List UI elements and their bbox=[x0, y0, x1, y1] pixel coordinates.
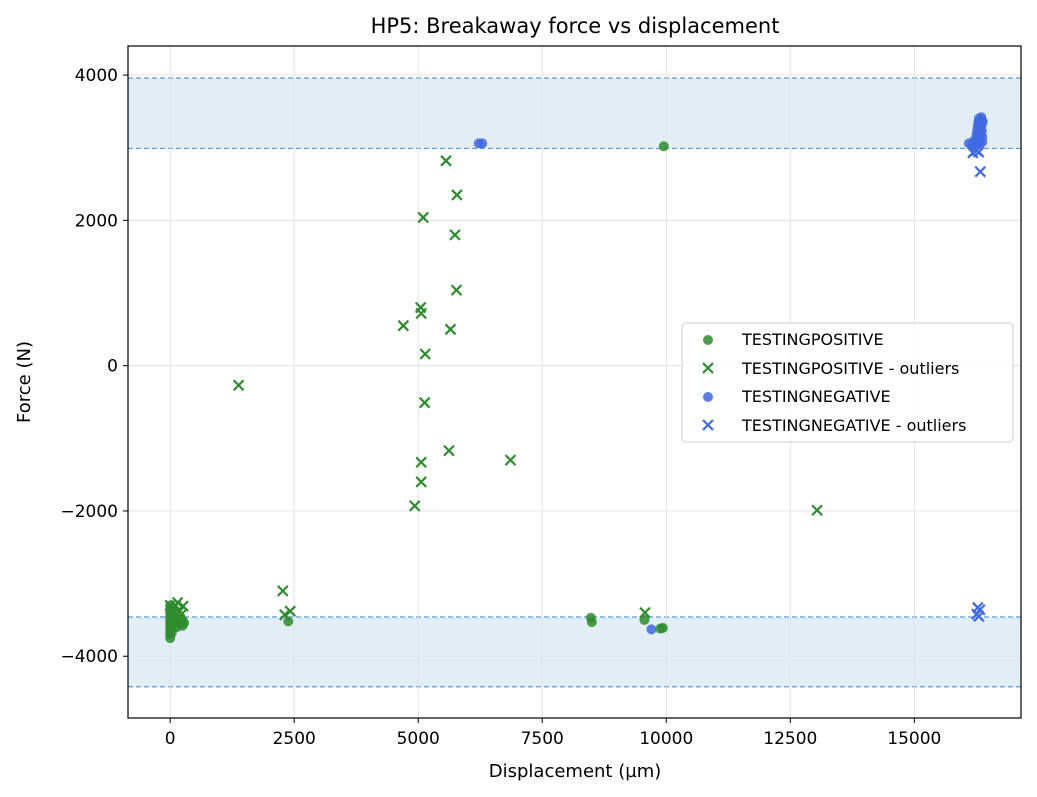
data-point-testingpositive bbox=[283, 616, 294, 627]
series-testingnegative-outliers bbox=[967, 144, 987, 623]
data-point-testingpositive-outliers bbox=[417, 211, 429, 224]
data-point-testingpositive-outliers bbox=[418, 396, 431, 409]
data-point-testingpositive-outliers bbox=[415, 456, 427, 469]
data-point-testingnegative bbox=[977, 116, 988, 127]
data-point-testingpositive bbox=[586, 617, 597, 628]
legend-label-testingpositive-outliers: TESTINGPOSITIVE - outliers bbox=[741, 359, 959, 378]
legend-marker-testingnegative bbox=[703, 392, 713, 402]
data-point-testingpositive-outliers bbox=[168, 614, 180, 626]
data-point-testingpositive-outliers bbox=[811, 504, 823, 517]
legend-label-testingnegative-outliers: TESTINGNEGATIVE - outliers bbox=[741, 416, 966, 435]
data-point-testingpositive-outliers bbox=[277, 585, 289, 597]
data-point-testingpositive-outliers bbox=[451, 189, 463, 201]
data-point-testingpositive-outliers bbox=[443, 444, 455, 457]
data-point-testingpositive-outliers bbox=[171, 596, 184, 609]
x-tick-label: 5000 bbox=[397, 729, 440, 749]
data-point-testingnegative-outliers bbox=[974, 165, 987, 178]
data-point-testingpositive-outliers bbox=[450, 284, 463, 296]
x-tick-label: 10000 bbox=[639, 729, 693, 749]
y-tick-label: 0 bbox=[107, 357, 118, 377]
y-axis-ticks: −4000 −2000 0 2000 4000 bbox=[60, 66, 128, 667]
data-points bbox=[164, 112, 988, 644]
data-point-testingpositive-outliers bbox=[449, 229, 461, 241]
data-point-testingpositive-outliers bbox=[440, 155, 452, 167]
data-point-testingnegative bbox=[646, 624, 657, 635]
chart-title: HP5: Breakaway force vs displacement bbox=[371, 14, 780, 38]
data-point-testingpositive bbox=[179, 617, 190, 628]
legend-label-testingpositive: TESTINGPOSITIVE bbox=[741, 330, 884, 349]
data-point-testingpositive bbox=[657, 622, 668, 633]
x-tick-label: 12500 bbox=[763, 729, 817, 749]
legend-box bbox=[681, 322, 1014, 443]
data-point-testingnegative-outliers bbox=[974, 603, 986, 616]
data-point-testingpositive-outliers bbox=[419, 348, 431, 360]
data-point-testingpositive-outliers bbox=[444, 323, 457, 336]
threshold-band-2 bbox=[128, 617, 1021, 687]
data-point-testingpositive-outliers bbox=[232, 379, 245, 392]
data-point-testingpositive-outliers bbox=[415, 307, 427, 320]
series-testingnegative bbox=[473, 112, 988, 635]
series-testingpositive-outliers bbox=[164, 155, 823, 626]
y-tick-label: −2000 bbox=[60, 502, 118, 522]
data-point-testingnegative-outliers bbox=[973, 146, 985, 158]
data-point-testingpositive-outliers bbox=[284, 605, 297, 617]
legend-marker-testingpositive-outliers bbox=[702, 362, 714, 374]
x-tick-label: 2500 bbox=[273, 729, 316, 749]
data-point-testingpositive-outliers bbox=[408, 500, 421, 512]
legend: TESTINGPOSITIVE TESTINGPOSITIVE - outlie… bbox=[681, 322, 1014, 443]
data-point-testingpositive bbox=[658, 141, 669, 152]
threshold-bands bbox=[128, 77, 1021, 688]
plot-frame bbox=[127, 45, 1022, 719]
data-point-testingpositive-outliers bbox=[639, 606, 651, 619]
legend-marker-testingnegative-outliers bbox=[702, 419, 714, 431]
data-point-testingpositive-outliers bbox=[397, 319, 410, 332]
y-tick-label: 4000 bbox=[75, 66, 118, 86]
threshold-band-1 bbox=[128, 77, 1021, 149]
data-point-testingpositive-outliers bbox=[504, 454, 517, 466]
data-point-testingpositive bbox=[639, 614, 650, 625]
data-point-testingpositive-outliers bbox=[415, 476, 427, 488]
data-point-testingnegative bbox=[973, 135, 984, 146]
data-point-testingpositive-outliers bbox=[177, 600, 189, 612]
x-tick-label: 15000 bbox=[887, 729, 941, 749]
x-tick-label: 7500 bbox=[521, 729, 564, 749]
data-point-testingnegative bbox=[975, 124, 986, 135]
data-point-testingpositive-outliers bbox=[278, 609, 291, 621]
legend-label-testingnegative: TESTINGNEGATIVE bbox=[741, 387, 891, 406]
data-point-testingnegative bbox=[477, 138, 488, 149]
x-tick-label: 0 bbox=[165, 729, 176, 749]
y-axis-label: Force (N) bbox=[14, 341, 35, 423]
legend-marker-testingpositive bbox=[703, 335, 713, 345]
y-tick-label: −4000 bbox=[60, 647, 118, 667]
y-tick-label: 2000 bbox=[75, 211, 118, 231]
x-axis-label: Displacement (µm) bbox=[489, 761, 662, 782]
x-axis-ticks: 0 2500 5000 7500 10000 12500 15000 bbox=[165, 718, 941, 749]
